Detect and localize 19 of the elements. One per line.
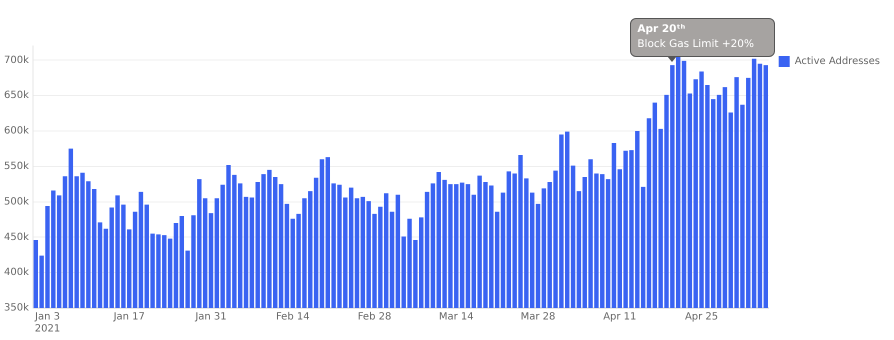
x-tick-label: Feb 14	[276, 312, 310, 323]
y-tick-label: 550k	[4, 160, 30, 172]
x-tick-label: Jan 17	[112, 312, 145, 323]
y-tick-label: 450k	[4, 232, 30, 243]
x-tick-label: Jan 3 2021	[34, 312, 60, 335]
legend-label: Active Addresses	[794, 56, 880, 68]
y-tick-label: 500k	[4, 196, 30, 208]
y-tick-label: 400k	[4, 267, 30, 278]
x-tick-label: Mar 14	[438, 312, 474, 323]
x-tick-label: Apr 11	[603, 312, 636, 323]
y-tick-label: 650k	[4, 90, 30, 102]
x-tick-label: Apr 25	[684, 312, 718, 323]
x-tick-label: Jan 31	[194, 312, 227, 323]
y-tick-label: 600k	[4, 126, 30, 137]
x-tick-label: Feb 28	[358, 312, 392, 323]
annotation: Apr 20ᵗʰ Block Gas Limit +20%	[630, 18, 776, 58]
y-tick-label: 700k	[4, 54, 30, 66]
x-tick-label: Mar 28	[520, 312, 556, 323]
y-tick-label: 350k	[4, 302, 30, 314]
